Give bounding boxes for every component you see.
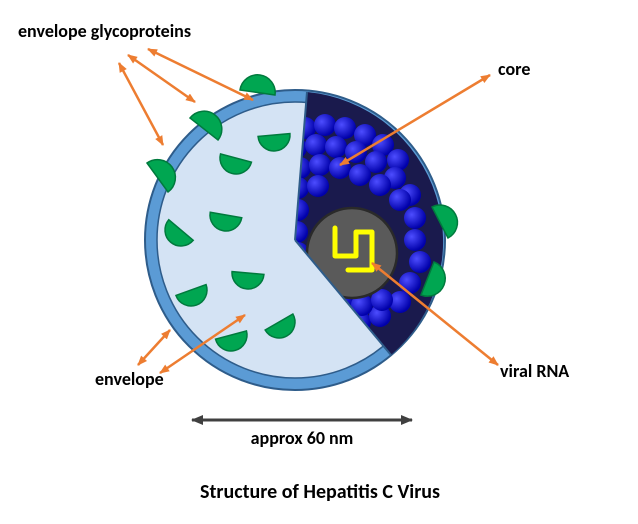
label-core: core xyxy=(498,58,530,80)
label-envelope: envelope xyxy=(95,368,164,390)
diagram-title: Structure of Hepatitis C Virus xyxy=(180,480,460,504)
label-viral-rna: viral RNA xyxy=(500,360,569,382)
label-scale: approx 60 nm xyxy=(242,427,362,449)
label-glycoproteins: envelope glycoproteins xyxy=(18,20,191,42)
